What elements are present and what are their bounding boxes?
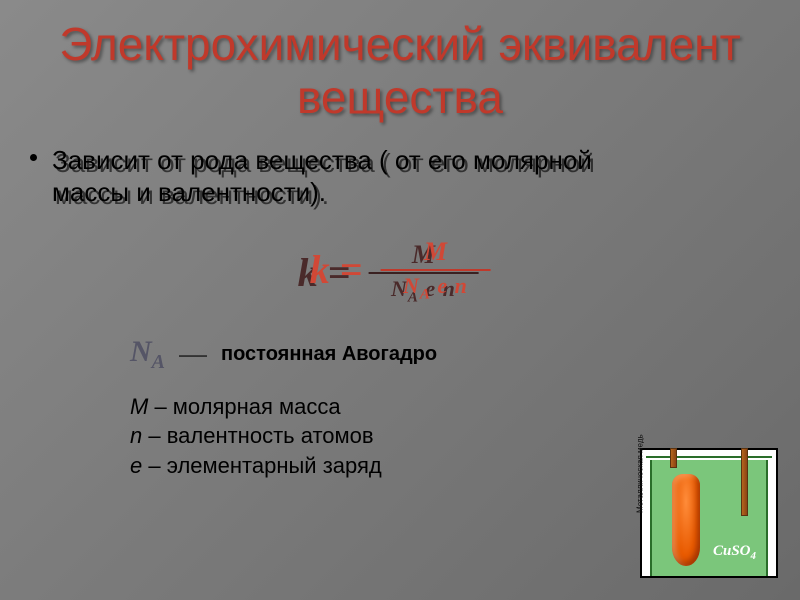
solution-label: CuSO4 <box>713 543 756 562</box>
formula-main: k = M NA e n <box>310 237 491 303</box>
diagram-side-label: Металлическая медь <box>636 434 645 513</box>
def-n: n – валентность атомов <box>130 421 800 451</box>
slide-title: Электрохимический эквивалент вещества <box>0 0 800 124</box>
electrolysis-diagram: CuSO4 Металлическая медь <box>640 448 778 578</box>
beaker: CuSO4 <box>650 460 768 576</box>
def-M: M – молярная масса <box>130 392 800 422</box>
formula: k = M NA e n k = M NA e n <box>0 237 800 327</box>
avogadro-definition: NA — постоянная Авогадро <box>130 335 800 374</box>
bullet-text-shadow: Зависит от рода вещества ( от его молярн… <box>55 147 672 212</box>
electrode-right <box>741 448 748 516</box>
electrode-left <box>670 448 677 468</box>
bullet-section: Зависит от рода вещества ( от его молярн… <box>30 144 800 209</box>
avogadro-symbol: NA <box>130 335 165 374</box>
dash: — <box>179 338 207 370</box>
bullet-icon <box>30 154 37 161</box>
avogadro-label: постоянная Авогадро <box>221 343 437 366</box>
copper-deposit <box>672 474 700 566</box>
